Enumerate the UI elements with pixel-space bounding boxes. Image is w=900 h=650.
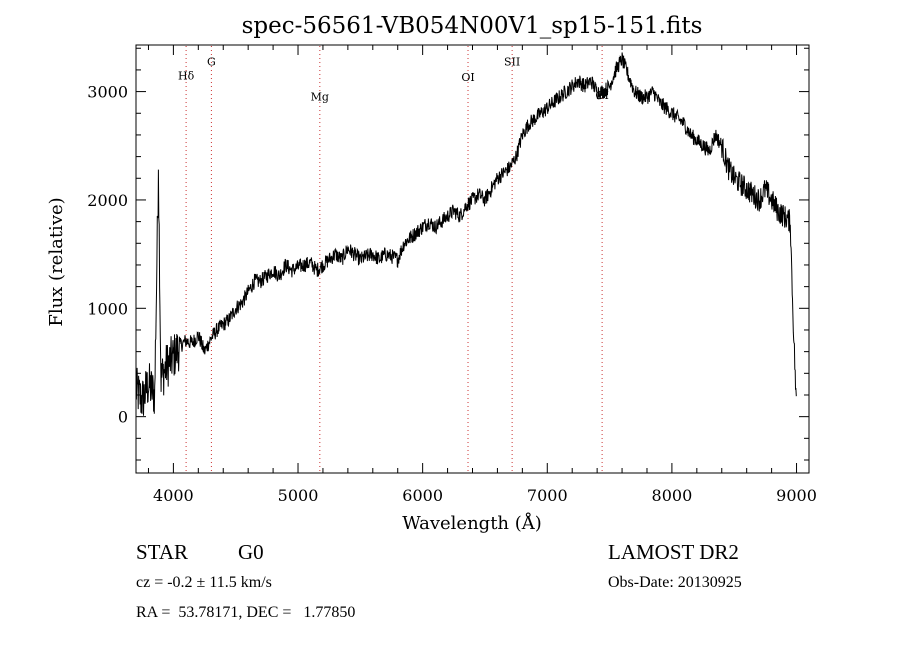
y-axis-label: Flux (relative) [46,197,67,326]
line-marker-label: Hδ [178,70,195,83]
x-tick-label: 8000 [652,486,693,505]
survey-name: LAMOST DR2 [608,540,739,564]
x-axis-label: Wavelength (Å) [402,512,542,534]
y-tick-label: 3000 [87,83,128,102]
line-marker-label: Mg [311,90,329,103]
y-tick-label: 1000 [87,299,128,318]
line-marker-label: SII [504,56,520,69]
y-tick-label: 0 [118,408,128,427]
line-marker-label: OI [461,71,474,84]
line-marker-label: G [207,56,216,69]
object-type: STAR [136,540,188,564]
x-axis-ticks: 4000 5000 6000 7000 8000 9000 [147,45,817,505]
coordinates-text: RA = 53.78171, DEC = 1.77850 [136,604,356,621]
chart-title: spec-56561-VB054N00V1_sp15-151.fits [242,13,703,39]
plot-frame [135,44,810,474]
x-tick-label: 6000 [402,486,443,505]
spectrum-line [135,52,797,416]
redshift-text: cz = -0.2 ± 11.5 km/s [136,574,272,591]
x-tick-label: 4000 [153,486,194,505]
y-axis-ticks: 0 1000 2000 3000 [87,47,809,461]
x-tick-label: 9000 [776,486,817,505]
subclass: G0 [238,540,264,564]
obs-date-text: Obs-Date: 20130925 [608,574,742,591]
x-tick-label: 7000 [527,486,568,505]
y-tick-label: 2000 [87,191,128,210]
x-tick-label: 5000 [278,486,319,505]
